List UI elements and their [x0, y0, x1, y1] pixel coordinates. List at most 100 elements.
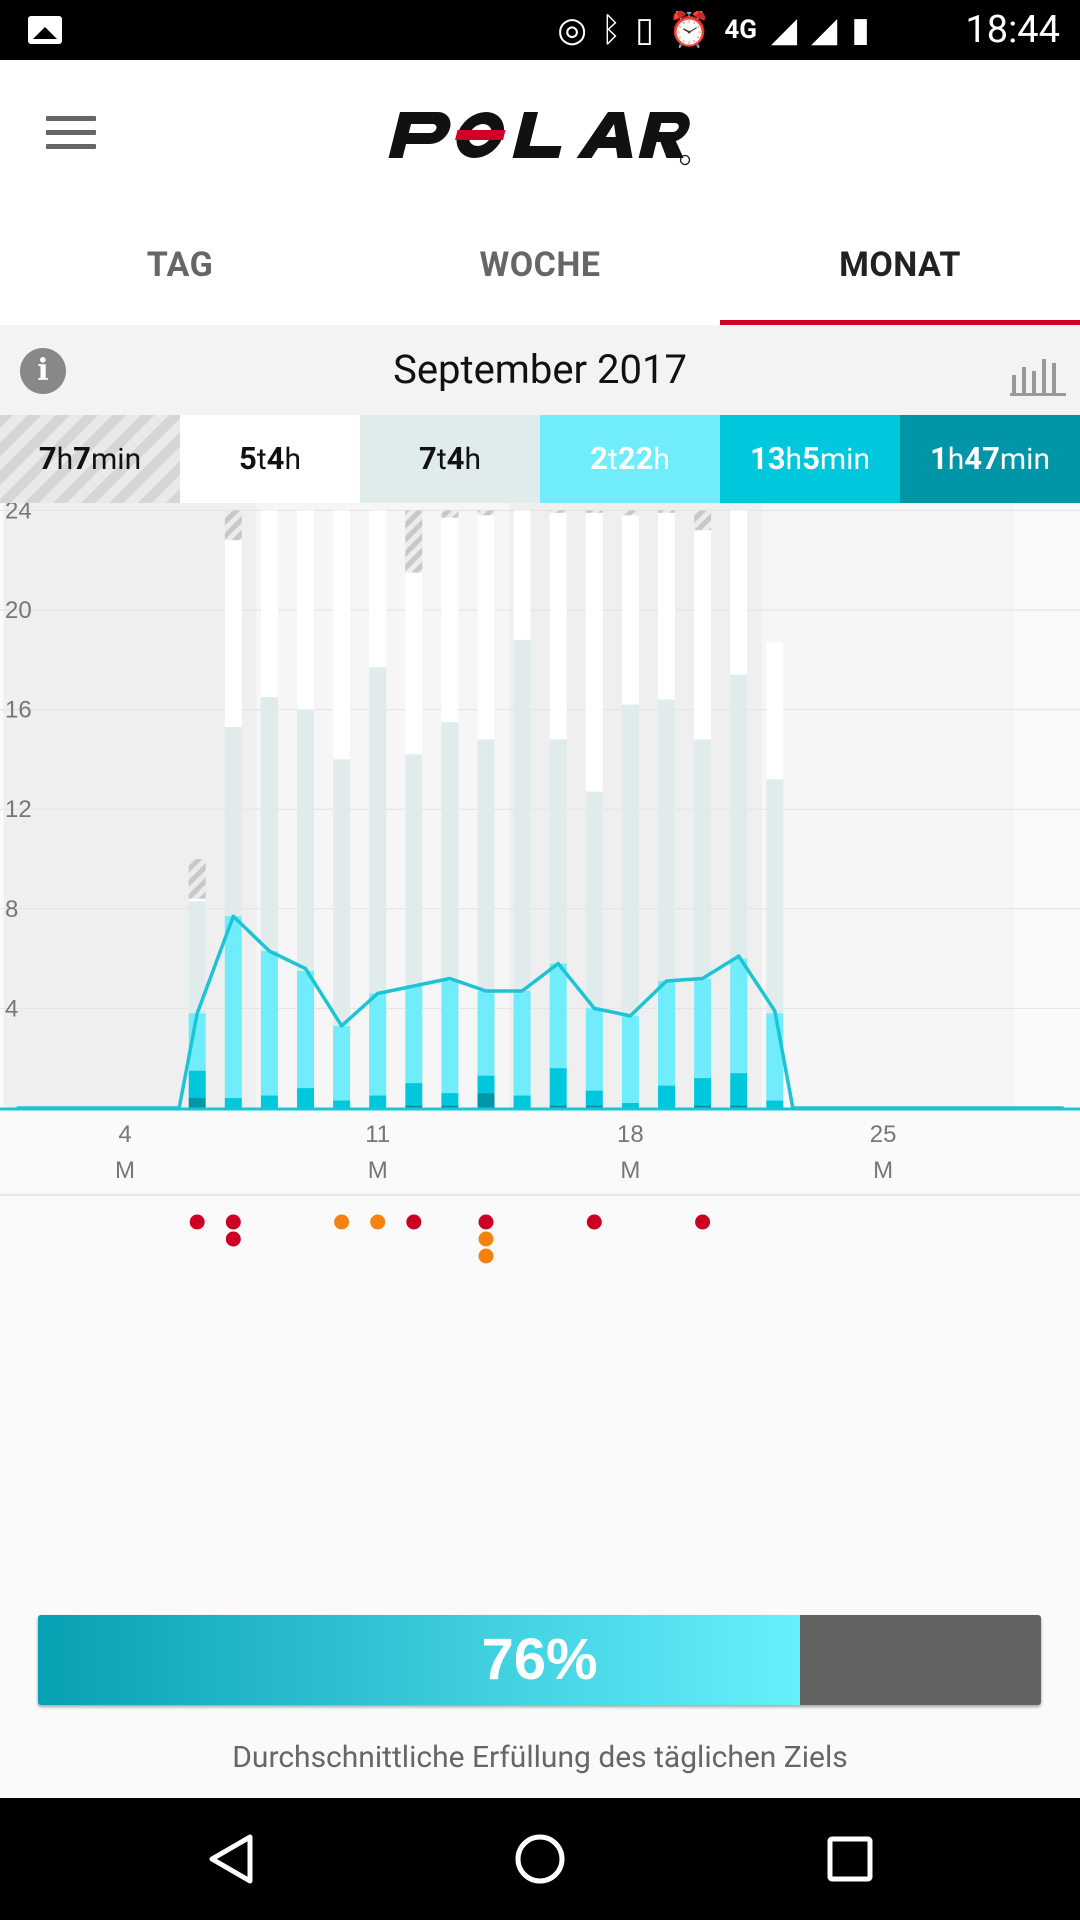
recents-icon[interactable]	[820, 1829, 880, 1889]
training-session-dot	[586, 1214, 602, 1230]
y-tick-label: 4	[5, 995, 18, 1022]
bar-inactive-segment	[224, 510, 242, 541]
bar-high-activity-segment	[441, 1105, 459, 1108]
training-session-dot	[695, 1214, 711, 1230]
bar-medium-activity-segment	[333, 1100, 351, 1108]
bar-inactive-segment	[549, 510, 567, 513]
status-bar: ◎ ᛒ ▯ ⏰ 4G ◢ ◢ ▮ 18:44	[0, 0, 1080, 60]
training-session-dot	[478, 1231, 494, 1247]
month-title: September 2017	[393, 346, 687, 393]
gallery-notification-icon	[28, 16, 62, 44]
progress-fill	[38, 1615, 801, 1705]
bar-sleep-segment	[621, 515, 639, 705]
summary-medium-activity[interactable]: 13h5min	[720, 415, 900, 503]
network-type: 4G	[724, 15, 757, 45]
training-session-dot	[225, 1214, 241, 1230]
bar-sleep-segment	[549, 512, 567, 740]
bar-inactive-segment	[477, 510, 495, 516]
activity-line	[16, 914, 1064, 1110]
back-icon[interactable]	[202, 1829, 262, 1889]
bar-sitting-segment	[621, 704, 639, 1016]
hamburger-menu-icon[interactable]	[46, 116, 96, 150]
bar-inactive-segment	[694, 510, 712, 531]
bar-low-activity-segment	[585, 1008, 603, 1091]
bar-low-activity-segment	[297, 971, 314, 1089]
bar-sleep-segment	[297, 510, 314, 710]
bar-sitting-segment	[333, 759, 351, 1026]
bar-sleep-segment	[369, 510, 387, 668]
x-tick-weekday: M	[873, 1157, 893, 1184]
summary-inactive[interactable]: 7h7min	[0, 415, 180, 503]
bar-medium-activity-segment	[621, 1103, 639, 1108]
bar-low-activity-segment	[260, 951, 278, 1096]
polar-logo	[388, 112, 691, 166]
bar-medium-activity-segment	[730, 1073, 748, 1106]
week-band	[3, 503, 257, 1108]
bar-inactive-segment	[658, 510, 675, 513]
y-tick-label: 12	[5, 796, 32, 823]
summary-sleep[interactable]: 5t4h	[180, 415, 360, 503]
bar-sleep-segment	[766, 642, 784, 780]
bar-sleep-segment	[260, 510, 278, 698]
bar-inactive-segment	[188, 859, 206, 899]
bar-high-activity-segment	[477, 1093, 495, 1108]
bar-low-activity-segment	[766, 1013, 784, 1101]
bar-medium-activity-segment	[369, 1095, 387, 1108]
bar-low-activity-segment	[405, 985, 423, 1084]
bar-low-activity-segment	[369, 993, 387, 1096]
status-icons: ◎ ᛒ ▯ ⏰ 4G ◢ ◢ ▮	[557, 10, 870, 50]
bar-sleep-segment	[477, 515, 495, 740]
home-icon[interactable]	[510, 1829, 570, 1889]
y-tick-label: 24	[5, 503, 32, 524]
bar-high-activity-segment	[405, 1105, 423, 1108]
bar-medium-activity-segment	[405, 1083, 423, 1106]
summary-low-activity[interactable]: 2t22h	[540, 415, 720, 503]
clock: 18:44	[965, 8, 1060, 52]
training-session-dot	[225, 1231, 241, 1247]
bar-sleep-segment	[405, 572, 423, 755]
bar-medium-activity-segment	[477, 1075, 495, 1094]
bar-low-activity-segment	[694, 978, 712, 1079]
bar-sitting-segment	[549, 739, 567, 964]
y-tick-label: 20	[5, 597, 32, 624]
bar-inactive-segment	[585, 510, 603, 513]
month-header: September 2017 i	[0, 325, 1080, 416]
monthly-activity-chart[interactable]: 4 8 12 16 20 24 4 M 11 M 18 M 25 M	[0, 503, 1080, 1435]
bar-low-activity-segment	[658, 981, 675, 1086]
bar-sleep-segment	[224, 540, 242, 728]
bar-sitting-segment	[585, 791, 603, 1009]
bar-sleep-segment	[188, 898, 206, 902]
bar-sitting-segment	[260, 697, 278, 952]
bar-medium-activity-segment	[585, 1090, 603, 1106]
summary-high-activity[interactable]: 1h47min	[900, 415, 1080, 503]
summary-sitting[interactable]: 7t4h	[360, 415, 540, 503]
progress-caption: Durchschnittliche Erfüllung des tägliche…	[232, 1740, 848, 1775]
hotspot-icon: ◎	[557, 10, 587, 50]
x-tick-label: 25	[870, 1121, 897, 1148]
bar-sitting-segment	[369, 667, 387, 994]
tab-monat[interactable]: MONAT	[720, 205, 1080, 325]
training-session-dot	[334, 1214, 350, 1230]
tab-woche[interactable]: WOCHE	[479, 245, 601, 285]
battery-charging-icon: ▮	[851, 10, 870, 50]
bar-sitting-segment	[441, 722, 459, 982]
y-tick-label: 8	[5, 896, 18, 923]
bar-medium-activity-segment	[549, 1068, 567, 1106]
training-session-dot	[478, 1214, 494, 1230]
bar-low-activity-segment	[549, 963, 567, 1069]
bar-medium-activity-segment	[766, 1100, 784, 1108]
x-tick-label: 18	[617, 1121, 644, 1148]
bar-chart-icon[interactable]	[1010, 353, 1066, 397]
bar-medium-activity-segment	[188, 1070, 206, 1099]
tab-tag[interactable]: TAG	[146, 245, 214, 285]
x-tick-label: 11	[365, 1121, 390, 1148]
bar-sleep-segment	[441, 517, 459, 723]
activity-summary-row: 7h7min 5t4h 7t4h 2t22h 13h5min 1h47min	[0, 415, 1080, 503]
info-icon[interactable]: i	[20, 348, 66, 394]
bar-low-activity-segment	[224, 916, 242, 1099]
signal-icon-2: ◢	[811, 10, 838, 50]
bar-low-activity-segment	[441, 981, 459, 1094]
alarm-icon: ⏰	[667, 10, 711, 50]
bar-sleep-segment	[585, 512, 603, 792]
bar-high-activity-segment	[694, 1105, 712, 1108]
